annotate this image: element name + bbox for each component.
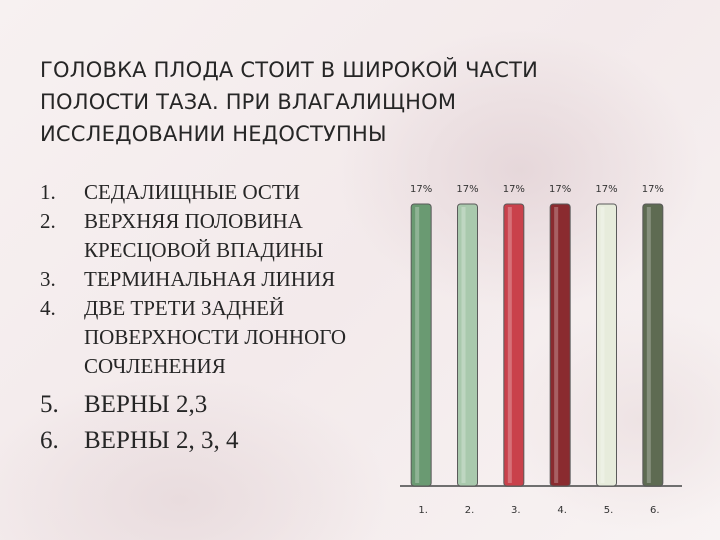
title-line: ГОЛОВКА ПЛОДА СТОИТ В ШИРОКОЙ ЧАСТИ: [40, 58, 539, 82]
bar: [596, 203, 617, 487]
bar: [503, 203, 525, 487]
bar-highlight: [646, 207, 651, 483]
category-label: 5.: [604, 505, 614, 516]
data-label: 17%: [503, 184, 525, 195]
category-label: 2.: [465, 505, 475, 516]
option-text: ТЕРМИНАЛЬНАЯ ЛИНИЯ: [84, 267, 336, 291]
answer-option: 3. ТЕРМИНАЛЬНАЯ ЛИНИЯ: [40, 265, 410, 294]
option-text: ВЕРНЫ 2, 3, 4: [84, 427, 239, 454]
category-label: 3.: [511, 505, 521, 516]
option-number: 3.: [40, 267, 56, 291]
option-text: КРЕСЦОВОЙ ВПАДИНЫ: [84, 238, 324, 262]
data-label: 17%: [410, 184, 432, 195]
bar-highlight: [415, 207, 420, 483]
title-line: ПОЛОСТИ ТАЗА. ПРИ ВЛАГАЛИЩНОМ: [40, 90, 457, 114]
option-number: 5.: [40, 391, 59, 418]
answer-options: 1. СЕДАЛИЩНЫЕ ОСТИ 2. ВЕРХНЯЯ ПОЛОВИНА К…: [40, 178, 410, 459]
option-number: 6.: [40, 427, 59, 454]
bar: [410, 203, 432, 487]
option-text: ДВЕ ТРЕТИ ЗАДНЕЙ: [84, 296, 285, 320]
answer-option: 2. ВЕРХНЯЯ ПОЛОВИНА КРЕСЦОВОЙ ВПАДИНЫ: [40, 207, 410, 265]
bar-highlight: [554, 207, 559, 483]
answer-option: 6. ВЕРНЫ 2, 3, 4: [40, 423, 410, 459]
bar-highlight: [507, 207, 512, 483]
category-label: 1.: [418, 505, 428, 516]
option-text: ПОВЕРХНОСТИ ЛОННОГО: [84, 325, 347, 349]
title-line: ИССЛЕДОВАНИИ НЕДОСТУПНЫ: [40, 122, 387, 146]
option-number: 1.: [40, 180, 56, 204]
question-title: ГОЛОВКА ПЛОДА СТОИТ В ШИРОКОЙ ЧАСТИ ПОЛО…: [40, 54, 600, 150]
option-number: 4.: [40, 296, 56, 320]
data-label: 17%: [595, 184, 617, 195]
answer-option: 1. СЕДАЛИЩНЫЕ ОСТИ: [40, 178, 410, 207]
bar-highlight: [461, 207, 466, 483]
option-text: СОЧЛЕНЕНИЯ: [84, 354, 226, 378]
bar-highlight: [600, 207, 605, 483]
bar: [549, 203, 571, 487]
bar: [457, 203, 478, 487]
answer-option: 4. ДВЕ ТРЕТИ ЗАДНЕЙ ПОВЕРХНОСТИ ЛОННОГО …: [40, 294, 410, 381]
option-text: ВЕРНЫ 2,3: [84, 391, 208, 418]
bar: [642, 203, 664, 487]
category-label: 4.: [557, 505, 567, 516]
data-label: 17%: [549, 184, 571, 195]
option-number: 2.: [40, 209, 56, 233]
data-label: 17%: [642, 184, 664, 195]
answer-option: 5. ВЕРНЫ 2,3: [40, 387, 410, 423]
data-label: 17%: [456, 184, 478, 195]
category-label: 6.: [650, 505, 660, 516]
option-text: СЕДАЛИЩНЫЕ ОСТИ: [84, 180, 300, 204]
option-text: ВЕРХНЯЯ ПОЛОВИНА: [84, 209, 303, 233]
